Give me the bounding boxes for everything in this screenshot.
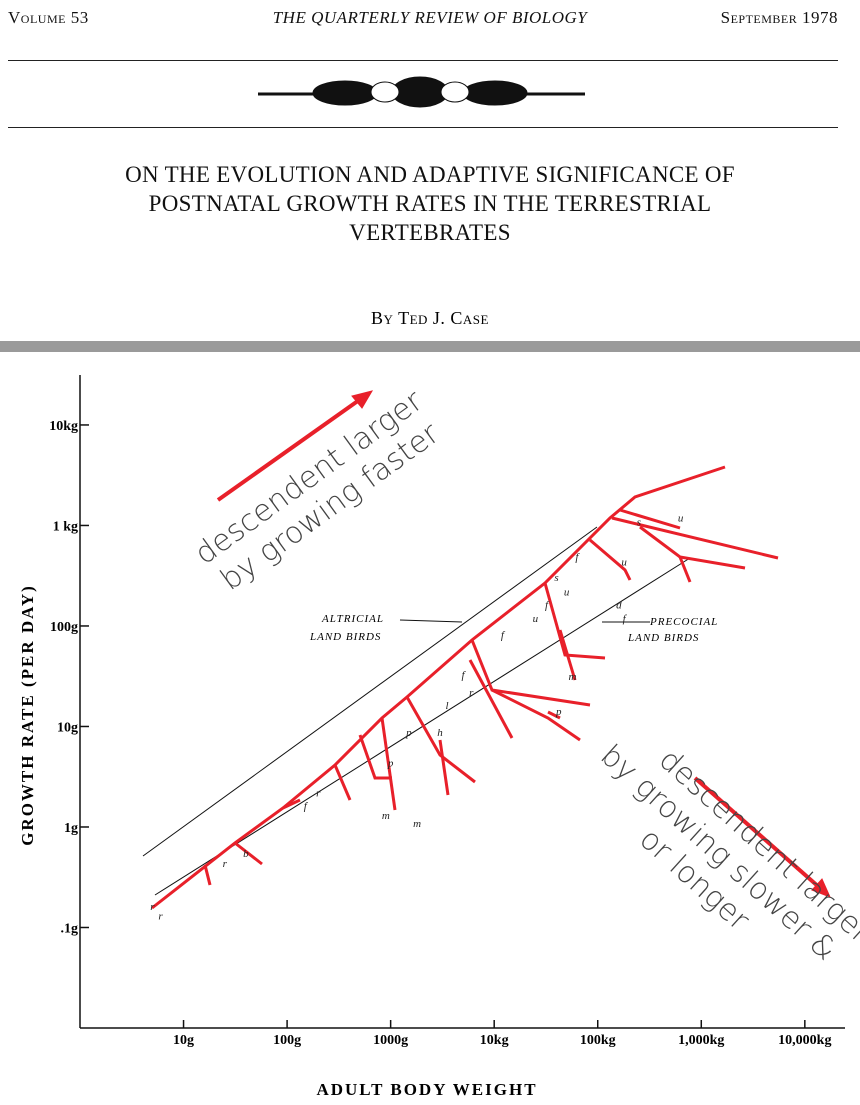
y-tick-label: 1 kg: [53, 519, 78, 534]
x-tick-label: 1,000kg: [678, 1033, 724, 1048]
x-tick-label: 10kg: [480, 1033, 509, 1048]
annotation-group: descendent larger by growing slower & or…: [594, 738, 860, 968]
y-tick-label: 100g: [50, 620, 78, 635]
annotation: by growing slower &: [594, 738, 844, 968]
data-point: u: [678, 512, 684, 524]
data-point: m: [568, 671, 576, 683]
data-point: b: [243, 848, 249, 860]
data-point: p: [405, 727, 412, 739]
data-point: s: [554, 572, 558, 584]
x-tick-label: 100g: [273, 1033, 301, 1048]
title-line: VERTEBRATES: [349, 220, 511, 245]
data-point: r: [469, 687, 474, 699]
data-point: f: [575, 551, 580, 563]
annotation: LAND BIRDS: [627, 632, 699, 644]
annotation: PRECOCIAL: [649, 616, 718, 628]
x-tick-label: 100kg: [580, 1033, 616, 1048]
data-point: h: [437, 727, 443, 739]
data-point: m: [413, 818, 421, 830]
data-point: u: [564, 587, 570, 599]
data-point: p: [555, 706, 562, 718]
y-tick-label: 10kg: [49, 419, 78, 434]
y-tick-label: 10g: [57, 720, 78, 735]
author: By Ted J. Case: [371, 308, 489, 328]
data-point: f: [461, 670, 466, 682]
ornament: [258, 76, 585, 108]
x-tick-label: 10g: [173, 1033, 194, 1048]
data-point: d: [616, 599, 622, 611]
data-point: s: [637, 516, 641, 528]
y-tick-label: .1g: [61, 921, 79, 936]
rule: [8, 127, 838, 128]
data-point: u: [621, 556, 627, 568]
altricial-line: [142, 526, 598, 857]
rule: [8, 60, 838, 61]
data-point: r: [150, 901, 155, 913]
data-point: f: [304, 800, 309, 812]
data-point: r: [316, 788, 321, 800]
pointer: [399, 619, 463, 623]
data-point: r: [223, 858, 228, 870]
x-axis-label: ADULT BODY WEIGHT: [316, 1080, 537, 1099]
x-tick-label: 10,000kg: [778, 1033, 831, 1048]
arrow: [216, 390, 831, 898]
phylogeny: [151, 465, 779, 910]
data-point: u: [533, 613, 539, 625]
data-point: f: [545, 599, 550, 611]
data-point: p: [387, 757, 394, 769]
date: September 1978: [720, 8, 838, 27]
title-line: POSTNATAL GROWTH RATES IN THE TERRESTRIA…: [148, 191, 712, 216]
annotation: LAND BIRDS: [309, 631, 381, 643]
data-point: f: [501, 630, 506, 642]
annotation: ALTRICIAL: [321, 613, 384, 625]
y-axis-label: GROWTH RATE (PER DAY): [18, 584, 37, 846]
separator: [0, 341, 860, 352]
journal: THE QUARTERLY REVIEW OF BIOLOGY: [272, 8, 588, 27]
data-point: l: [445, 700, 448, 712]
x-tick-label: 1000g: [373, 1033, 408, 1048]
volume: Volume 53: [8, 8, 89, 27]
y-tick-label: 1g: [64, 821, 78, 836]
data-point: r: [158, 911, 163, 923]
title-line: ON THE EVOLUTION AND ADAPTIVE SIGNIFICAN…: [125, 162, 735, 187]
data-point: m: [382, 810, 390, 822]
data-point: f: [623, 613, 628, 625]
